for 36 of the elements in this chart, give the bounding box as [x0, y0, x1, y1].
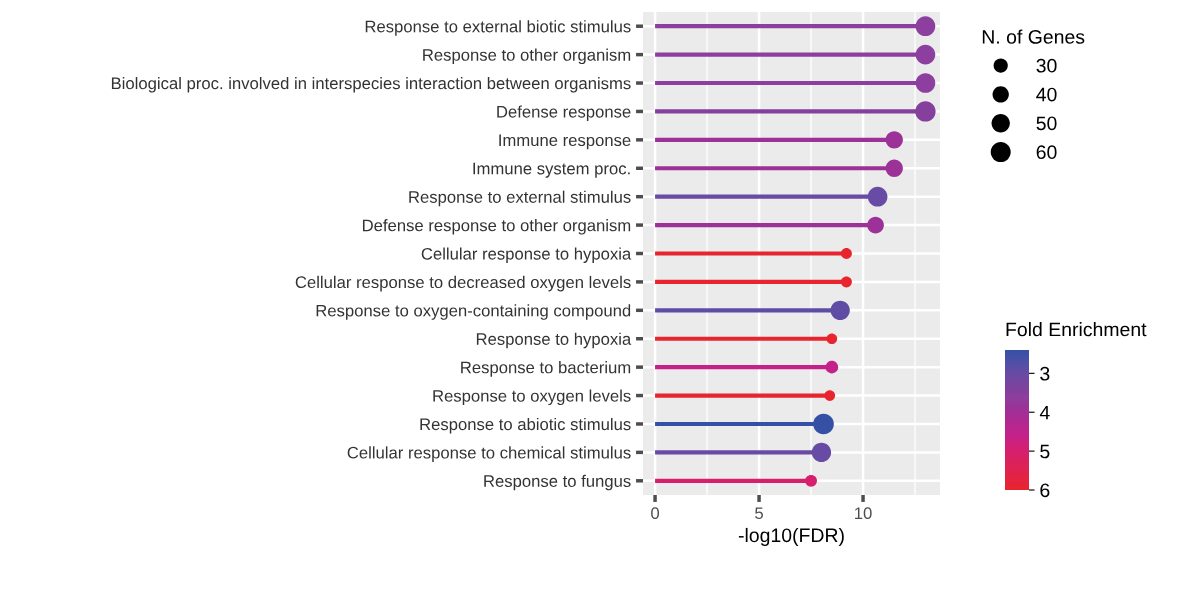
y-tick-label: Response to external stimulus — [409, 190, 631, 207]
y-tick-label: Response to external biotic stimulus — [365, 20, 631, 36]
point — [885, 131, 903, 149]
x-tick-label: 0 — [651, 507, 660, 520]
color-bar-label: 3 — [1040, 366, 1050, 381]
y-tick-label: Response to fungus — [484, 474, 631, 491]
y-tick-label: Response to bacterium — [461, 361, 631, 377]
point — [885, 159, 903, 177]
x-tick-label: 5 — [755, 507, 763, 520]
legend-title: N. of Genes — [982, 29, 1085, 44]
legend-label: 60 — [1036, 145, 1057, 160]
y-tick-label: Defense response — [497, 105, 631, 121]
x-axis-title: -log10(FDR) — [738, 527, 844, 547]
y-tick-label: Immune response — [499, 134, 631, 150]
y-tick-label: Immune system proc. — [473, 162, 630, 178]
y-tick-label: Response to abiotic stimulus — [420, 417, 631, 434]
y-tick-label: Response to other organism — [423, 48, 631, 65]
color-bar-title: Fold Enrichment — [1006, 322, 1147, 337]
legend-label: 30 — [1036, 58, 1057, 73]
y-tick-label: Defense response to other organism — [362, 219, 631, 235]
color-bar-label: 4 — [1039, 405, 1050, 420]
y-tick-label: Response to hypoxia — [476, 332, 632, 349]
y-tick-label: Response to oxygen levels — [433, 389, 631, 406]
color-bar-label: 6 — [1040, 483, 1050, 498]
y-tick-label: Biological proc. involved in interspecies interaction between organisms — [111, 76, 631, 93]
legend-label: 50 — [1036, 116, 1057, 131]
color-bar-label: 5 — [1040, 444, 1050, 459]
point — [915, 73, 936, 93]
x-tick-label: 10 — [855, 507, 872, 520]
y-tick-label: Cellular response to decreased oxygen levels — [295, 275, 631, 292]
point — [867, 216, 884, 234]
legend-label: 40 — [1036, 87, 1057, 102]
y-tick-label: Response to oxygen-containing compound — [316, 304, 631, 320]
point — [830, 300, 850, 320]
y-tick-label: Cellular response to hypoxia — [421, 247, 632, 263]
y-tick-label: Cellular response to chemical stimulus — [347, 446, 631, 462]
